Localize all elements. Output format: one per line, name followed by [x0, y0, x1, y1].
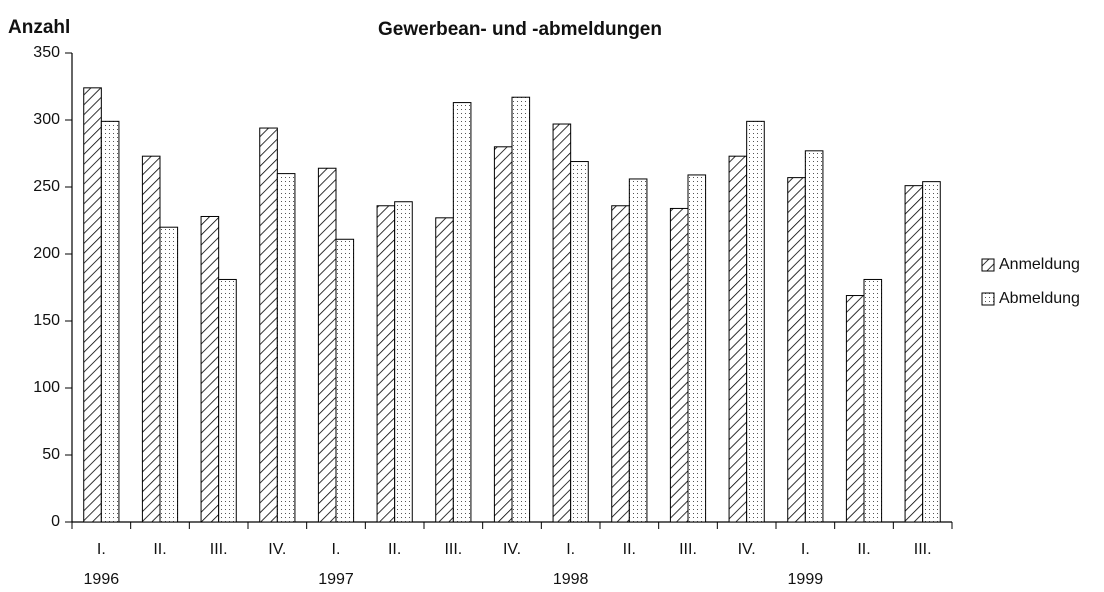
y-axis-label: Anzahl [8, 17, 70, 38]
x-year-label: 1998 [553, 571, 589, 588]
bar [904, 185, 924, 523]
x-tick-label: IV. [738, 541, 756, 558]
x-tick-label: II. [388, 541, 401, 558]
bar [376, 205, 396, 523]
x-tick-label: II. [153, 541, 166, 558]
y-tick-label: 0 [51, 513, 60, 530]
x-tick-label: II. [857, 541, 870, 558]
bar [435, 217, 454, 523]
y-tick-label: 100 [33, 379, 60, 396]
bar [200, 215, 220, 523]
x-tick-label: I. [801, 541, 810, 558]
legend-swatch [981, 258, 995, 272]
bar [611, 205, 630, 523]
y-tick-label: 300 [33, 111, 60, 128]
bar [728, 155, 748, 523]
x-tick-label: III. [679, 541, 697, 558]
bar [552, 123, 572, 523]
bar [511, 96, 531, 523]
legend-label: Anmeldung [999, 256, 1080, 273]
bar [804, 150, 824, 523]
x-year-label: 1999 [788, 571, 824, 588]
bar [452, 102, 472, 523]
y-tick-label: 50 [42, 446, 60, 463]
bar [922, 181, 941, 523]
bar [628, 178, 648, 523]
bar [335, 238, 355, 523]
x-tick-label: I. [332, 541, 341, 558]
x-year-label: 1996 [84, 571, 120, 588]
bar [259, 127, 278, 523]
bar [317, 167, 337, 523]
bar [159, 226, 179, 523]
x-tick-label: III. [914, 541, 932, 558]
bar [687, 174, 707, 523]
legend-label: Abmeldung [999, 290, 1080, 307]
legend-swatch [981, 292, 995, 306]
bar [394, 201, 413, 523]
bar [863, 278, 883, 523]
y-tick-label: 350 [33, 44, 60, 61]
bar [83, 87, 102, 523]
y-tick-label: 150 [33, 312, 60, 329]
x-tick-label: II. [623, 541, 636, 558]
bar [276, 173, 296, 523]
bar [493, 146, 513, 523]
bar [100, 120, 120, 523]
bar [218, 278, 237, 523]
bar [570, 161, 589, 523]
x-tick-label: III. [444, 541, 462, 558]
x-tick-label: III. [210, 541, 228, 558]
x-tick-label: IV. [268, 541, 286, 558]
y-tick-label: 200 [33, 245, 60, 262]
x-tick-label: I. [566, 541, 575, 558]
bar [669, 207, 689, 523]
bar [845, 295, 865, 523]
x-tick-label: I. [97, 541, 106, 558]
x-tick-label: IV. [503, 541, 521, 558]
x-year-label: 1997 [318, 571, 354, 588]
bar [141, 155, 161, 523]
bar [787, 177, 806, 523]
bar [746, 120, 765, 523]
chart-title: Gewerbean- und -abmeldungen [378, 19, 662, 40]
y-tick-label: 250 [33, 178, 60, 195]
